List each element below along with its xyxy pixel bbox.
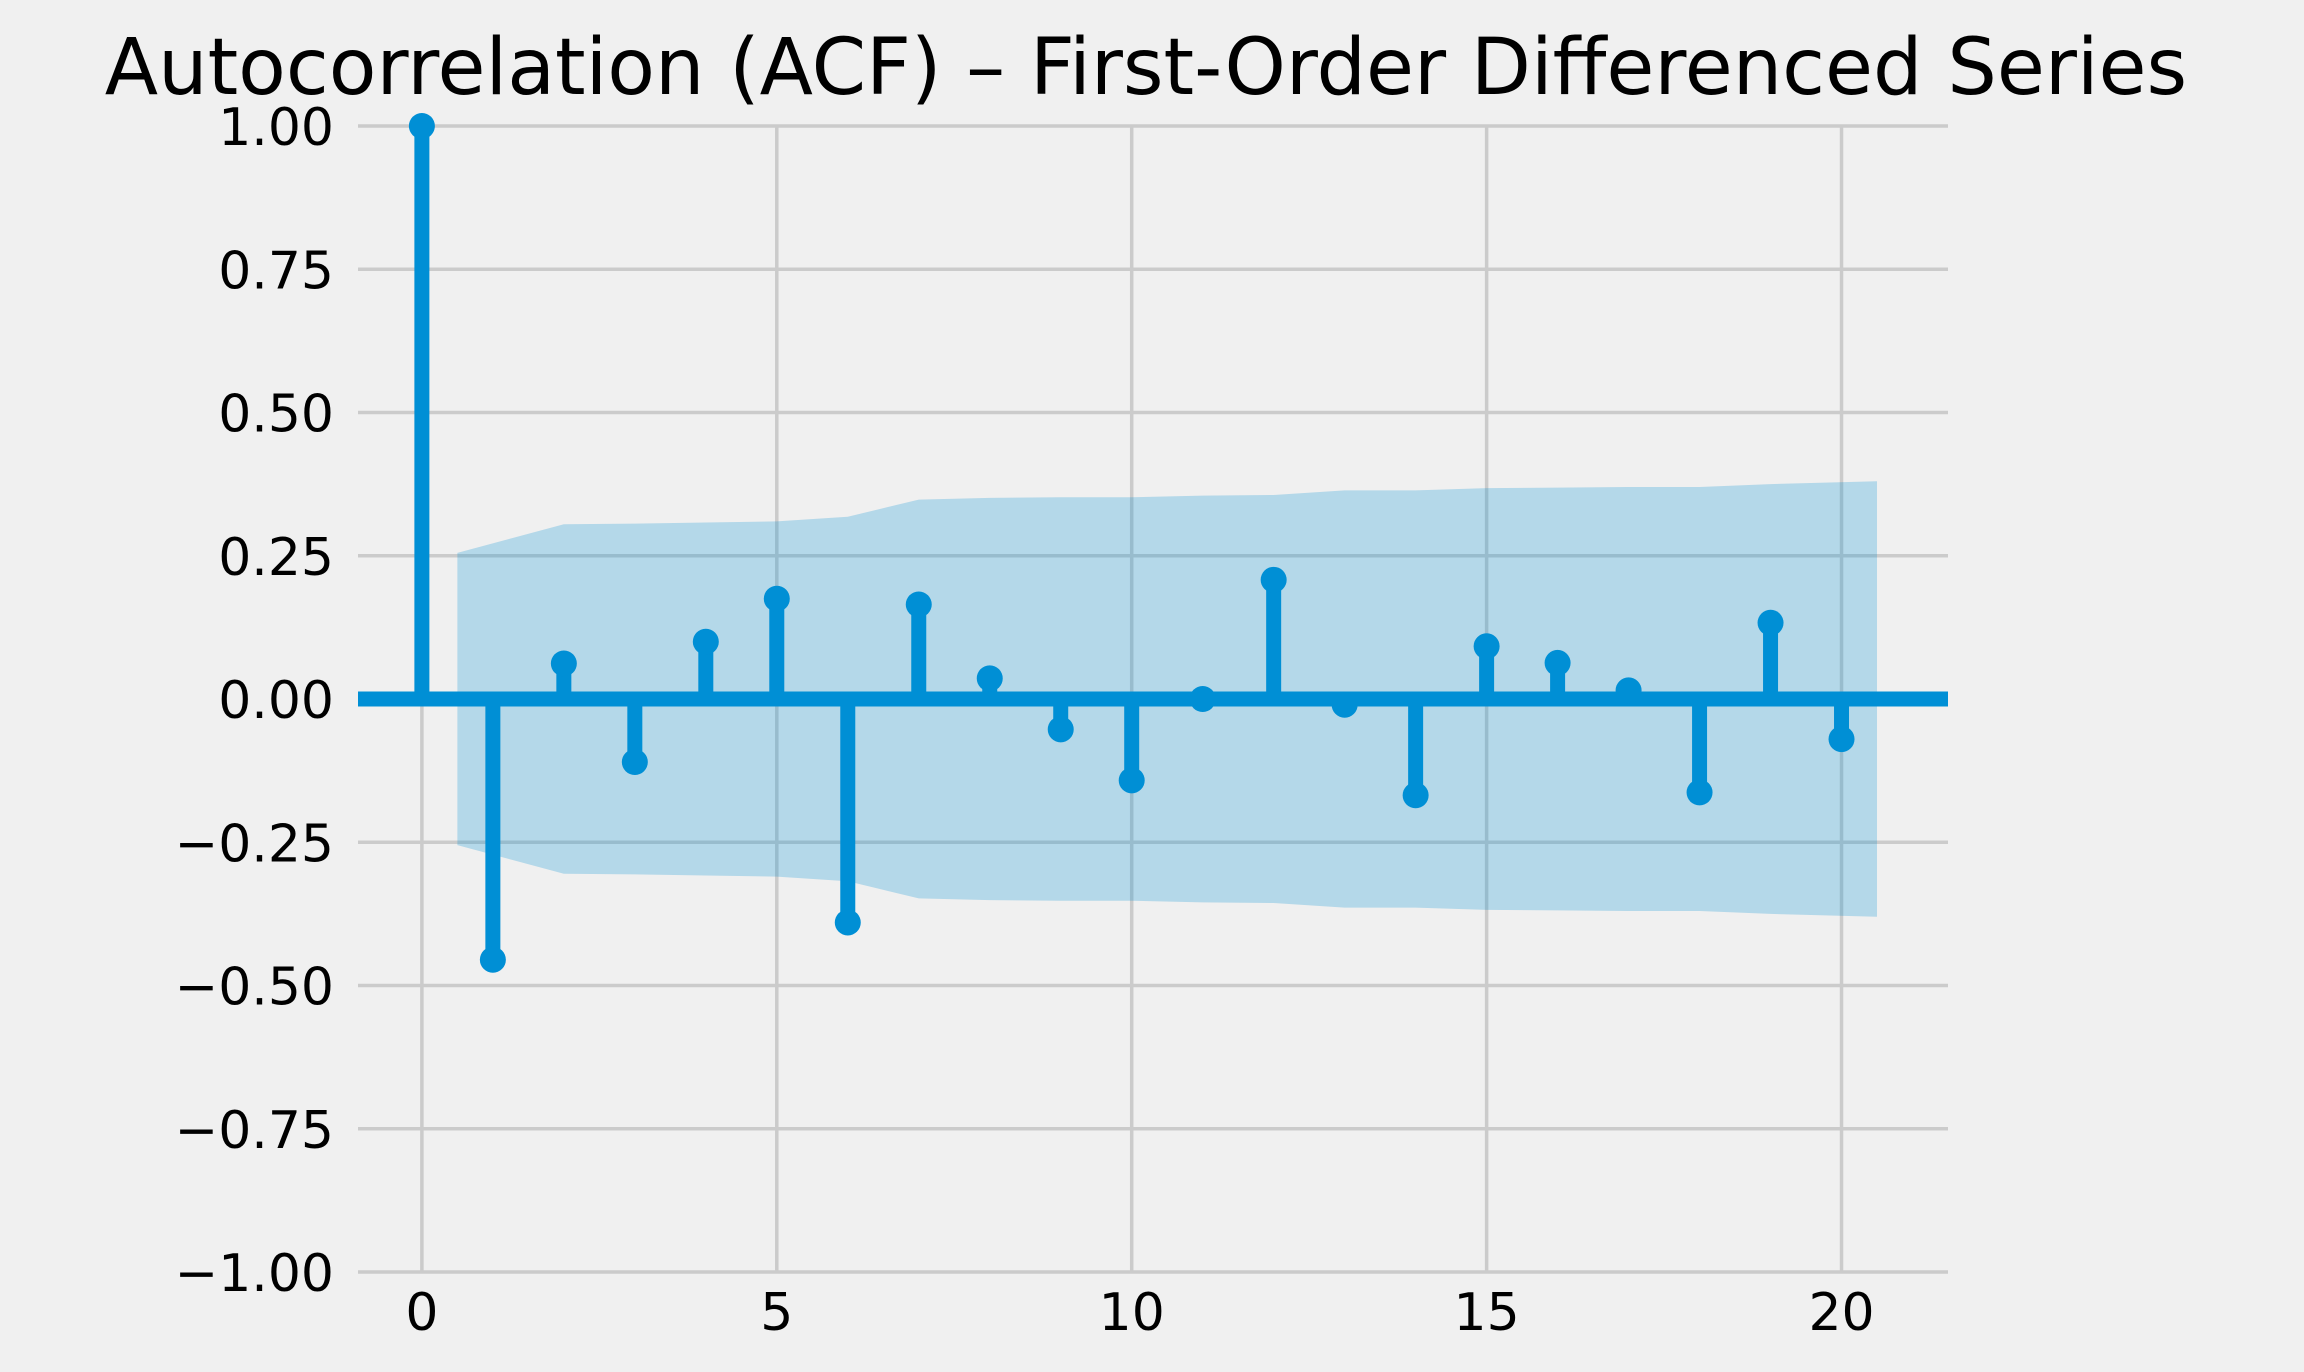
chart-title: Autocorrelation (ACF) – First-Order Diff…	[105, 23, 2187, 113]
marker-lag-4	[692, 628, 719, 655]
x-axis-ticks: 0 5 10 15 20	[405, 1283, 1874, 1343]
y-tick-label-8: −1.00	[175, 1244, 334, 1304]
marker-lag-1	[479, 946, 506, 973]
marker-lag-8	[976, 665, 1003, 692]
y-tick-label-4: 0.00	[218, 671, 334, 731]
marker-lag-15	[1473, 633, 1500, 660]
x-tick-label-0: 0	[405, 1283, 438, 1343]
y-tick-label-5: −0.25	[175, 814, 334, 874]
marker-lag-16	[1544, 649, 1571, 676]
marker-lag-7	[905, 591, 932, 618]
x-tick-label-15: 15	[1454, 1283, 1520, 1343]
marker-lag-9	[1047, 716, 1074, 743]
marker-lag-6	[834, 909, 861, 936]
y-tick-label-3: 0.25	[218, 528, 334, 588]
marker-lag-2	[550, 650, 577, 677]
y-tick-label-2: 0.50	[218, 385, 334, 445]
x-tick-label-5: 5	[760, 1283, 793, 1343]
y-tick-label-1: 0.75	[218, 241, 334, 301]
marker-lag-5	[763, 585, 790, 612]
marker-lag-12	[1260, 566, 1287, 593]
marker-lag-13	[1331, 691, 1358, 718]
y-axis-ticks: 1.00 0.75 0.50 0.25 0.00 −0.25 −0.50 −0.75 −1.00	[175, 98, 334, 1304]
x-tick-label-20: 20	[1808, 1283, 1874, 1343]
stems	[358, 113, 1948, 973]
marker-lag-0	[408, 113, 435, 139]
marker-lag-18	[1686, 779, 1713, 806]
y-tick-label-6: −0.50	[175, 958, 334, 1018]
marker-lag-17	[1615, 677, 1642, 704]
marker-lag-11	[1189, 686, 1216, 712]
marker-lag-10	[1118, 767, 1145, 794]
marker-lag-19	[1757, 609, 1784, 636]
y-tick-label-0: 1.00	[218, 98, 334, 158]
marker-lag-3	[621, 749, 648, 776]
y-tick-label-7: −0.75	[175, 1101, 334, 1161]
marker-lag-20	[1828, 726, 1855, 753]
x-tick-label-10: 10	[1099, 1283, 1165, 1343]
marker-lag-14	[1402, 782, 1429, 809]
